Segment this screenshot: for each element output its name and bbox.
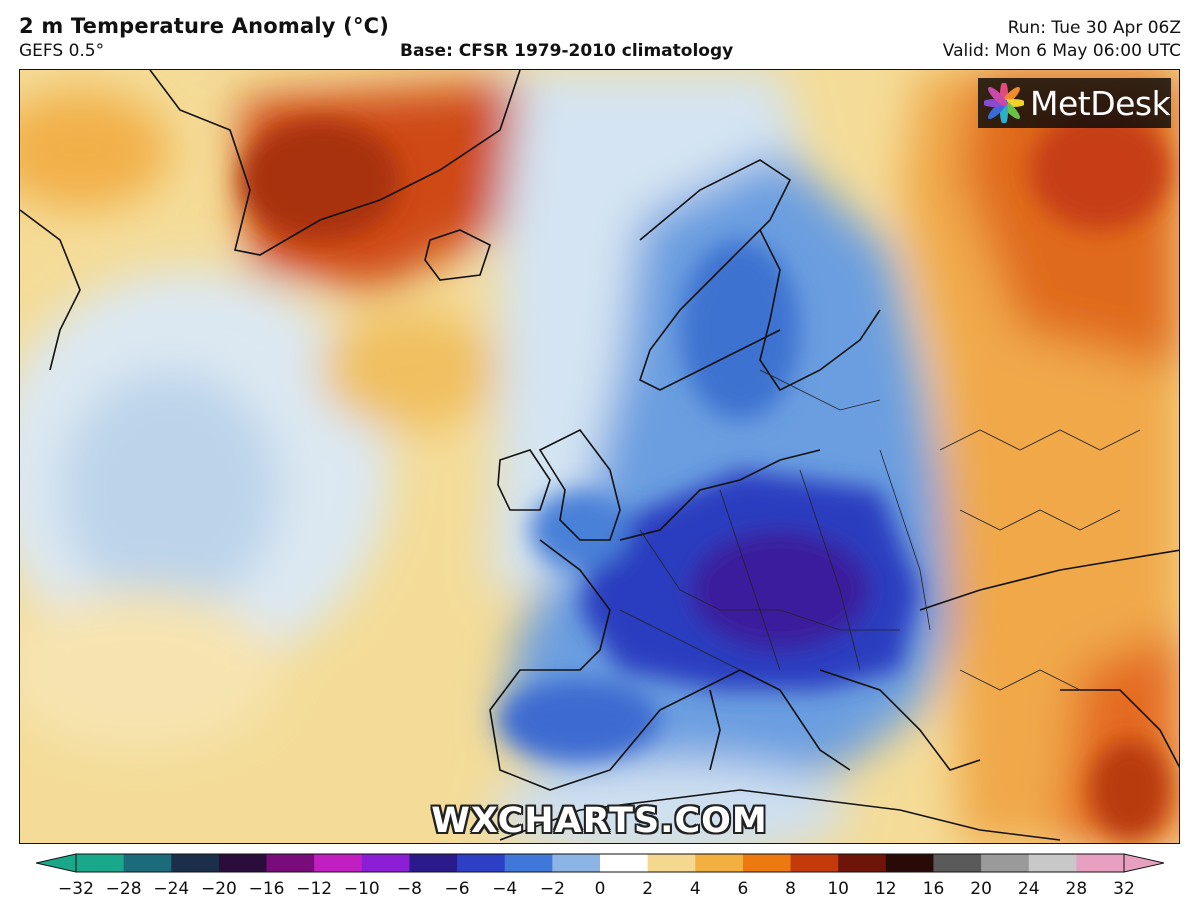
wxcharts-watermark: WXCHARTS.COM [431,801,768,841]
colorbar-segment [123,854,172,872]
colorbar-segment [457,854,506,872]
colorbar-tick-label: −12 [296,879,333,899]
colorbar-segment [981,854,1030,872]
colorbar-segment [790,854,839,872]
colorbar-tick-label: −24 [153,879,190,899]
colorbar-tick-label: 10 [827,879,849,899]
colorbar-segment [647,854,696,872]
colorbar-segment [838,854,887,872]
colorbar-segment [933,854,982,872]
colorbar-min-arrow [36,853,77,873]
coastlines [20,70,1179,841]
colorbar-tick-label: 28 [1065,879,1088,899]
country-borders [619,369,1141,691]
colorbar-tick-label: 2 [642,879,654,899]
colorbar-tick-label: −32 [58,879,94,899]
colorbar-segment [695,854,744,872]
colorbar-tick-label: 6 [737,879,749,899]
colorbar-tick-label: −28 [105,879,142,899]
colorbar-tick-label: 20 [970,879,992,899]
anomaly-map: MetDesk WXCHARTS.COM [19,69,1180,844]
colorbar-tick-label: 16 [922,879,945,899]
colorbar-tick-label: −2 [539,879,565,899]
map-canvas [20,70,1179,843]
colorbar-tick-label: 8 [785,879,796,899]
colorbar-segment [314,854,363,872]
colorbar-segment [552,854,601,872]
metdesk-logo: MetDesk [978,78,1171,128]
colorbar-tick-label: −20 [200,879,237,899]
chart-title: 2 m Temperature Anomaly (°C) [19,14,390,38]
colorbar-segment [361,854,410,872]
colorbar-tick-labels: −32 −28 −24 −20 −16 −12 −10 −8 −6 −4 −2 0 2 4 6 8 10 12 16… [0,879,1200,901]
colorbar-tick-label: 12 [874,879,897,899]
colorbar-segment [1028,854,1077,872]
metdesk-logo-text: MetDesk [1030,83,1171,123]
colorbar-tick-label: −8 [396,879,422,899]
colorbar-segment [1076,854,1125,872]
colorbar-tick-label: 4 [689,879,701,899]
model-label: GEFS 0.5° [19,41,105,61]
colorbar-segment [409,854,458,872]
colorbar-segment [76,854,125,872]
colorbar [36,853,1164,873]
colorbar-segment [885,854,934,872]
colorbar-tick-label: 0 [594,879,606,899]
colorbar-tick-label: −16 [248,879,285,899]
colorbar-tick-label: −4 [492,879,518,899]
colorbar-max-arrow [1123,853,1164,873]
colorbar-tick-label: 32 [1113,879,1135,899]
colorbar-segment [171,854,220,872]
colorbar-tick-label: −6 [444,879,470,899]
metdesk-flower-icon [984,83,1024,123]
colorbar-segment [742,854,792,872]
colorbar-segment [504,854,553,872]
valid-time: Valid: Mon 6 May 06:00 UTC [942,41,1181,61]
colorbar-tick-label: −10 [343,879,380,899]
colorbar-segment [266,854,315,872]
run-time: Run: Tue 30 Apr 06Z [1007,18,1181,38]
colorbar-segment [600,854,649,872]
colorbar-segment [218,854,268,872]
colorbar-tick-label: 24 [1017,879,1040,899]
climatology-base: Base: CFSR 1979-2010 climatology [400,41,734,61]
